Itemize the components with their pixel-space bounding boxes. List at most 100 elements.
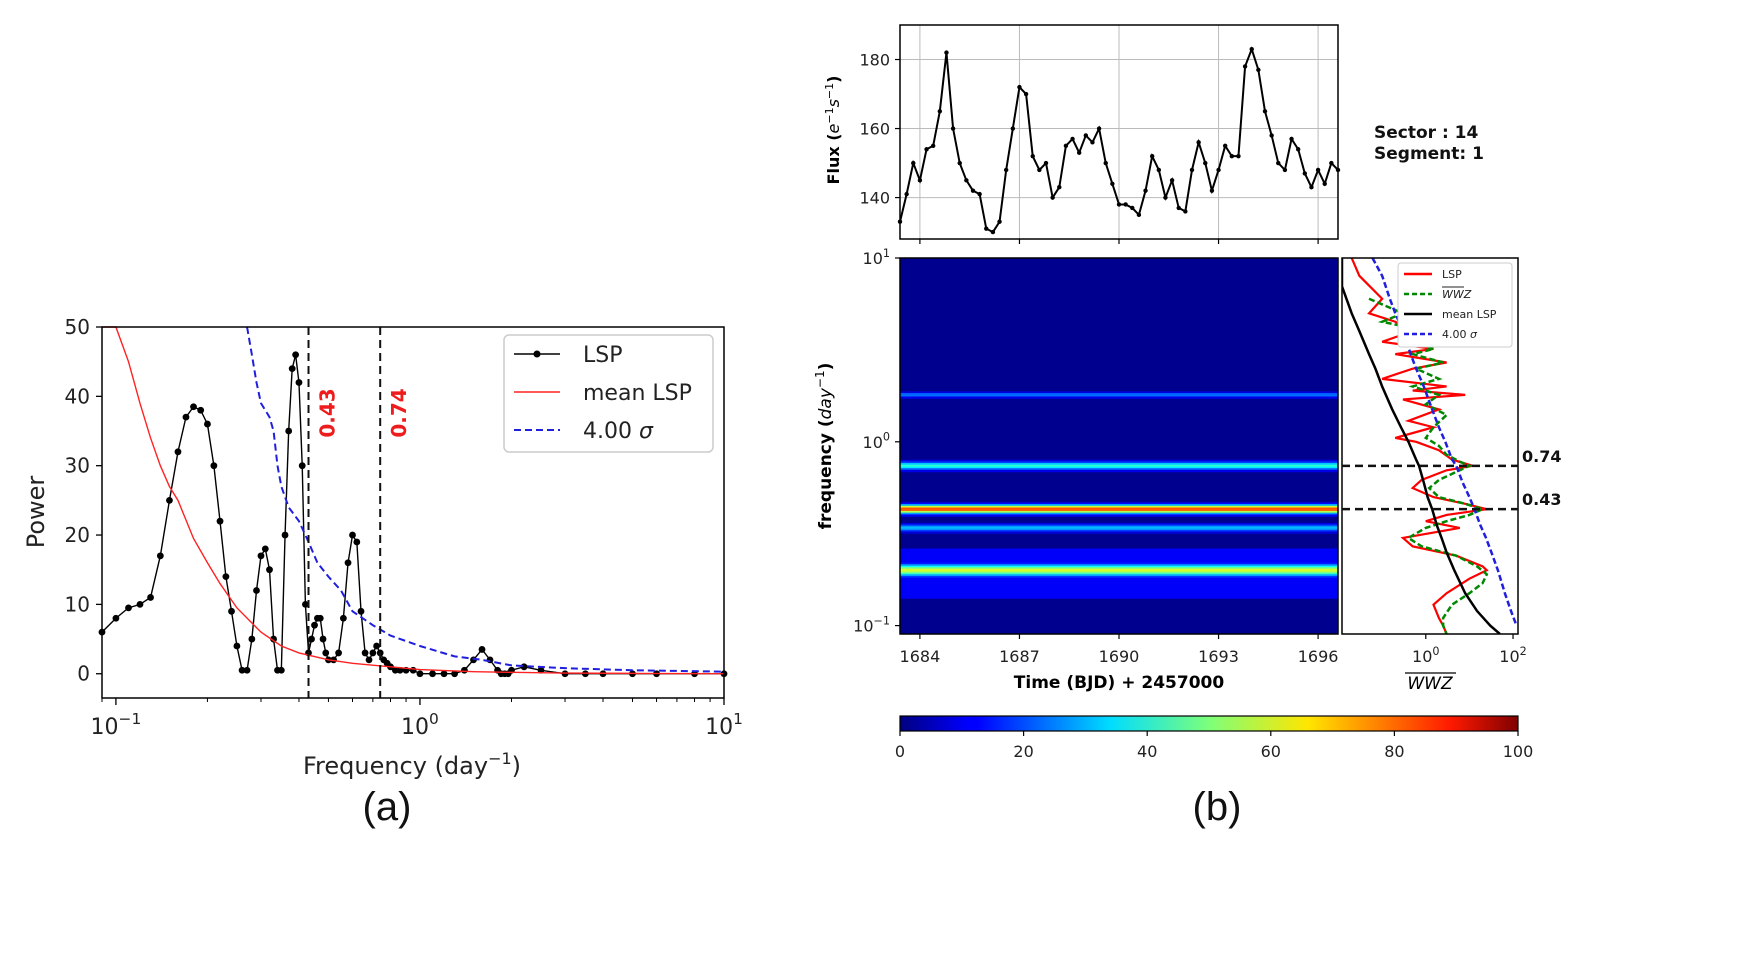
panel-a-axes-frame bbox=[101, 326, 725, 699]
heatmap-band-slice bbox=[900, 553, 1338, 556]
heatmap-band-slice bbox=[900, 394, 1338, 398]
heatmap-band-slice bbox=[900, 550, 1338, 553]
heatmap-band-slice bbox=[900, 466, 1338, 469]
lsp-point bbox=[248, 635, 256, 643]
flux-point bbox=[1229, 153, 1235, 159]
flux-point bbox=[1156, 167, 1162, 173]
heatmap-band-slice bbox=[900, 391, 1338, 394]
heatmap-x-tick-label: 1693 bbox=[1198, 647, 1239, 666]
lsp-point bbox=[344, 559, 352, 567]
panel-b-flux-ylabel: Flux (e−1s−1) bbox=[823, 76, 843, 185]
lsp-point bbox=[361, 649, 369, 657]
flux-point bbox=[997, 219, 1002, 224]
flux-point bbox=[964, 178, 969, 183]
lsp-point bbox=[365, 656, 373, 664]
flux-point bbox=[1076, 150, 1082, 155]
panel-a-legend-mean-label: mean LSP bbox=[583, 381, 692, 406]
colorbar-tick-label: 60 bbox=[1261, 742, 1281, 761]
heatmap-band-slice bbox=[900, 563, 1338, 567]
x-tick-label: 100 bbox=[401, 710, 439, 740]
flux-point bbox=[1329, 160, 1334, 166]
y-tick-label: 30 bbox=[65, 454, 90, 478]
colorbar-tick-label: 100 bbox=[1503, 742, 1534, 761]
flux-point bbox=[1057, 185, 1062, 190]
flux-point bbox=[1242, 64, 1248, 69]
heatmap-band-slice bbox=[900, 562, 1338, 565]
heatmap-band-slice bbox=[900, 502, 1338, 505]
flux-point bbox=[911, 160, 916, 166]
flux-point bbox=[1023, 91, 1029, 97]
heatmap-band-slice bbox=[900, 514, 1338, 517]
flux-y-tick-label: 160 bbox=[859, 120, 890, 139]
lsp-point bbox=[391, 666, 399, 674]
flux-point bbox=[1236, 153, 1241, 159]
side-hline-label-0.74: 0.74 bbox=[1522, 447, 1561, 466]
lsp-point bbox=[136, 600, 144, 608]
heatmap-y-tick-label: 100 bbox=[863, 431, 890, 452]
lsp-point bbox=[451, 670, 458, 678]
sector-label: Sector : 14 bbox=[1374, 123, 1479, 143]
side-legend-sigma-label: 4.00 σ bbox=[1442, 328, 1478, 341]
side-legend-wwz: WWZ bbox=[1404, 286, 1472, 301]
heatmap-band-slice bbox=[900, 587, 1338, 591]
lsp-point bbox=[322, 649, 330, 657]
heatmap-band-slice bbox=[900, 594, 1338, 597]
heatmap-band-slice bbox=[900, 507, 1338, 510]
flux-point bbox=[1196, 140, 1201, 145]
lsp-point bbox=[243, 666, 251, 674]
lsp-point bbox=[174, 448, 182, 456]
colorbar: 0 20 40 60 80 100 bbox=[895, 715, 1534, 761]
flux-point bbox=[1302, 171, 1308, 176]
lsp-point bbox=[308, 635, 315, 643]
flux-point bbox=[1282, 167, 1288, 173]
lsp-point bbox=[182, 413, 190, 421]
side-mean-lsp-line bbox=[1342, 258, 1501, 634]
flux-point bbox=[1136, 212, 1142, 218]
side-x-tick-label: 102 bbox=[1499, 645, 1526, 666]
lsp-point bbox=[216, 517, 224, 525]
lsp-point bbox=[349, 531, 356, 539]
segment-label: Segment: 1 bbox=[1374, 144, 1484, 164]
flux-point bbox=[1183, 209, 1188, 214]
heatmap-band-slice bbox=[900, 560, 1338, 563]
flux-point bbox=[1309, 185, 1314, 190]
heatmap-band-slice bbox=[900, 586, 1338, 589]
side-spectrum-frame bbox=[1341, 257, 1519, 635]
heatmap-band-slice bbox=[900, 577, 1338, 580]
flux-point bbox=[1189, 167, 1195, 173]
lsp-point bbox=[537, 666, 545, 674]
lsp-point bbox=[281, 531, 289, 539]
heatmap-band-slice bbox=[900, 396, 1338, 399]
lsp-point bbox=[204, 420, 211, 428]
flux-point bbox=[984, 226, 989, 231]
lsp-point bbox=[373, 642, 380, 650]
flux-point bbox=[1050, 195, 1055, 200]
heatmap-band-slice bbox=[900, 526, 1338, 529]
y-tick-label: 50 bbox=[65, 315, 90, 339]
lsp-point bbox=[197, 406, 205, 414]
lsp-point bbox=[298, 462, 306, 470]
flux-point bbox=[1222, 143, 1228, 149]
flux-point bbox=[904, 191, 909, 197]
panel-b-flux-chart: 140 160 180 Flux (e−1s−1) Sector : 14 Segm… bbox=[823, 24, 1484, 244]
flux-point bbox=[924, 147, 929, 152]
flux-point bbox=[1149, 153, 1155, 159]
heatmap-band-slice bbox=[900, 548, 1338, 551]
flux-point bbox=[1203, 160, 1208, 166]
panel-a-lsp-chart: 0.43 0.74 0 10 20 30 40 50 10−1 100 101 Power Fre… bbox=[22, 315, 743, 780]
heatmap-band-slice bbox=[900, 531, 1338, 534]
lsp-point bbox=[339, 614, 347, 622]
side-spectrum-xlabel: WWZ bbox=[1407, 674, 1453, 694]
panel-a-legend-lsp-label: LSP bbox=[583, 343, 623, 368]
heatmap-band-slice bbox=[900, 579, 1338, 582]
side-hline-label-0.43: 0.43 bbox=[1522, 490, 1561, 509]
flux-point bbox=[937, 109, 943, 114]
lsp-point bbox=[266, 566, 273, 574]
flux-point bbox=[1176, 205, 1181, 211]
heatmap-x-tick-label: 1690 bbox=[1099, 647, 1140, 666]
panel-a-xlabel: Frequency (day−1) bbox=[303, 749, 521, 780]
lsp-point bbox=[233, 642, 241, 650]
side-legend-lsp-label: LSP bbox=[1442, 268, 1462, 281]
flux-point bbox=[1116, 202, 1122, 207]
lsp-point bbox=[253, 587, 260, 594]
